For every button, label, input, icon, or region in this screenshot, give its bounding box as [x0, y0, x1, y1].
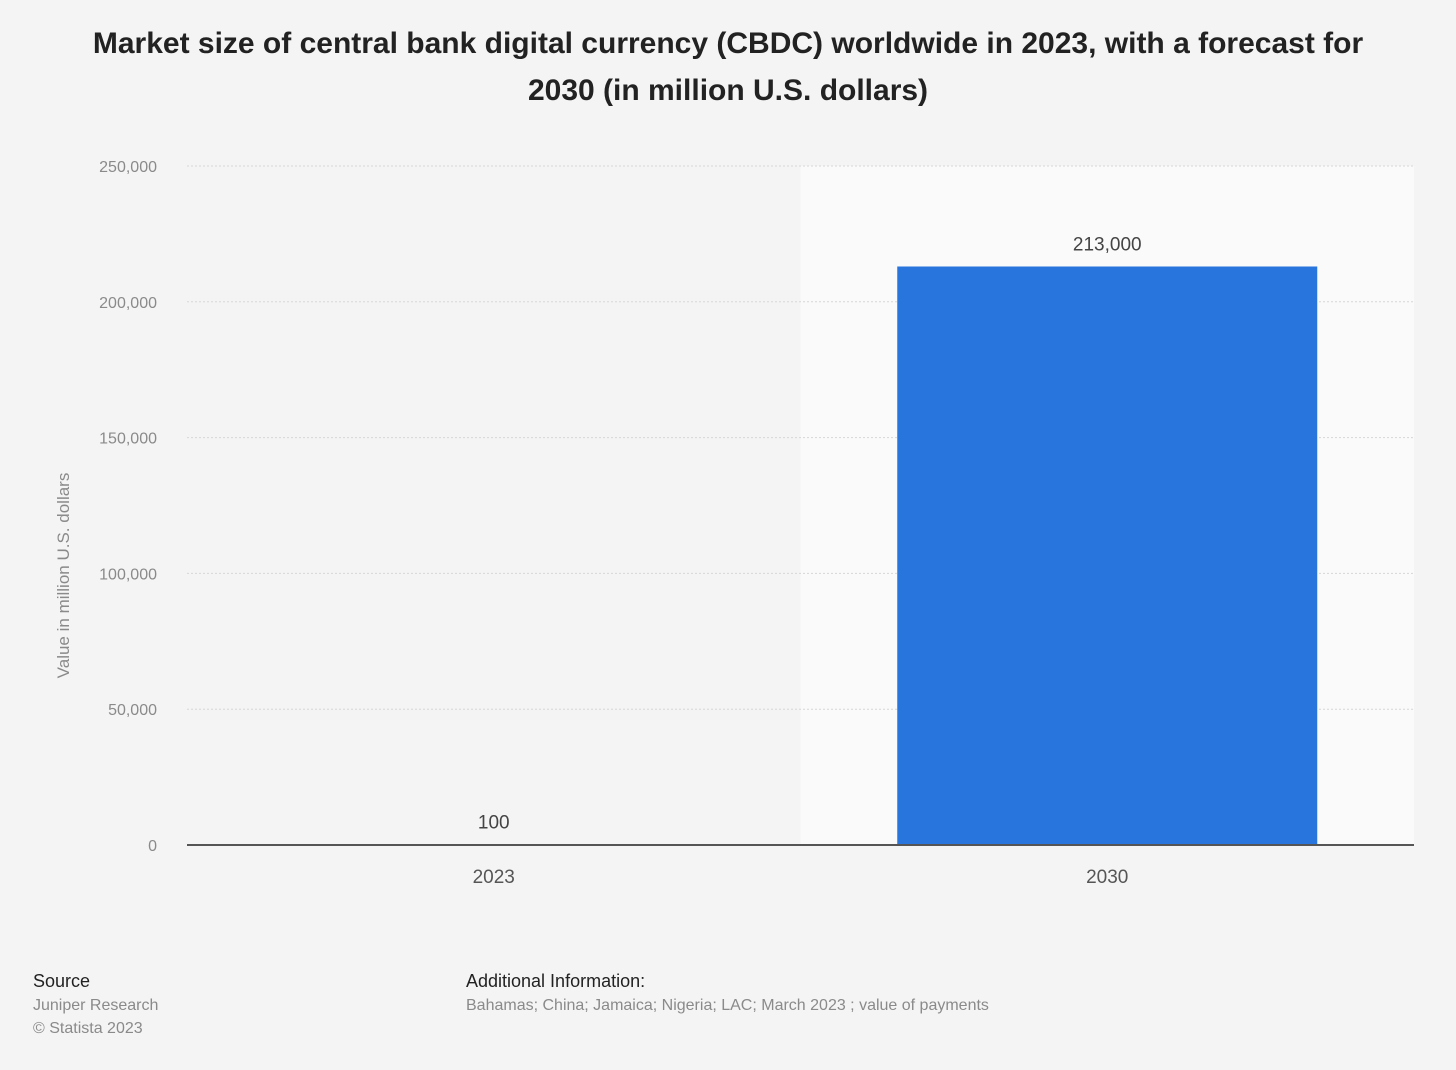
y-tick-label: 150,000	[99, 431, 157, 448]
bar[interactable]	[897, 266, 1318, 845]
y-axis-ticks: 0 50,000 100,000 150,000 200,000 250,000	[99, 159, 157, 855]
data-label: 213,000	[1073, 234, 1142, 255]
x-tick-label: 2023	[473, 867, 515, 888]
y-axis-title: Value in million U.S. dollars	[54, 473, 73, 679]
y-tick-label: 0	[148, 838, 157, 855]
y-tick-label: 50,000	[108, 702, 157, 719]
copyright-line: © Statista 2023	[33, 1020, 143, 1037]
x-tick-label: 2030	[1086, 867, 1128, 888]
additional-info-text: Bahamas; China; Jamaica; Nigeria; LAC; M…	[466, 997, 989, 1014]
x-axis-ticks: 2023 2030	[473, 867, 1129, 888]
chart-title: Market size of central bank digital curr…	[92, 27, 1364, 107]
source-line[interactable]: Juniper Research	[33, 997, 159, 1014]
y-tick-label: 200,000	[99, 295, 157, 312]
data-labels: 100 213,000	[478, 234, 1142, 833]
additional-info-heading: Additional Information:	[466, 971, 646, 991]
source-heading: Source	[33, 971, 91, 991]
y-tick-label: 100,000	[99, 566, 157, 583]
y-tick-label: 250,000	[99, 159, 157, 176]
data-label: 100	[478, 813, 510, 834]
gridlines	[187, 165, 1414, 710]
